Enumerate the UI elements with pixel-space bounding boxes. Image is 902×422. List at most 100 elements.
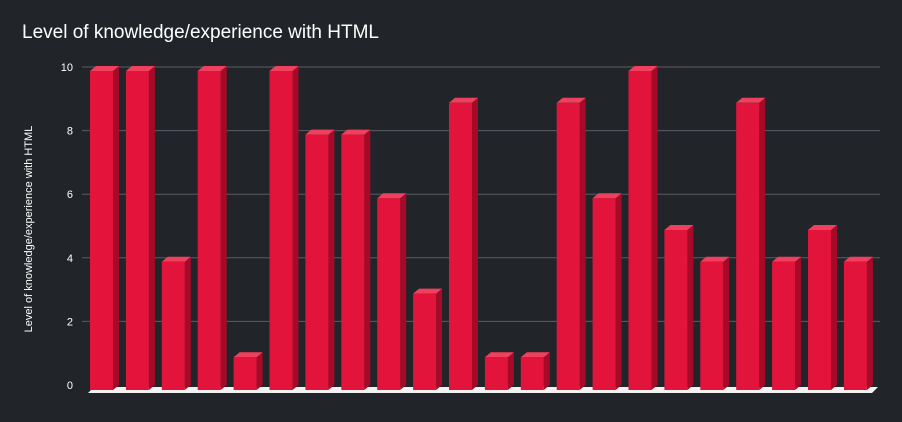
- bar-front: [269, 71, 293, 390]
- bar-side: [113, 66, 119, 390]
- bar-front: [161, 261, 185, 390]
- bar-top: [592, 193, 622, 199]
- bar-front: [305, 134, 329, 390]
- bar-front: [233, 357, 257, 390]
- bar-front: [736, 102, 760, 391]
- chart-title: Level of knowledge/experience with HTML: [22, 22, 379, 43]
- bar-front: [377, 198, 401, 390]
- bar-front: [90, 71, 113, 390]
- bar-side: [507, 352, 514, 390]
- bar: [233, 352, 263, 390]
- bar: [736, 97, 766, 391]
- bar-side: [184, 256, 191, 390]
- bar: [90, 66, 119, 390]
- bar-front: [664, 230, 688, 390]
- bar-front: [197, 71, 221, 390]
- bar-side: [256, 352, 263, 390]
- bar-front: [484, 357, 508, 390]
- bar-side: [292, 66, 299, 390]
- bars-layer: [90, 66, 873, 391]
- bar-front: [341, 134, 365, 390]
- bar: [449, 97, 478, 391]
- bar-side: [831, 225, 837, 390]
- bar-side: [364, 129, 371, 390]
- bar-front: [628, 71, 652, 390]
- bar: [377, 193, 407, 390]
- bar-top: [843, 256, 873, 262]
- bar-side: [328, 129, 335, 390]
- y-tick-label: 0: [67, 380, 73, 392]
- bar: [628, 66, 658, 390]
- y-tick-label: 2: [67, 316, 73, 328]
- bar-top: [125, 66, 155, 71]
- bar-side: [543, 352, 550, 390]
- bar-top: [197, 66, 227, 71]
- bar-top: [520, 352, 550, 358]
- bar-side: [436, 288, 443, 390]
- y-axis-title: Level of knowledge/experience with HTML: [23, 126, 35, 333]
- bar-side: [615, 193, 622, 390]
- bar-top: [484, 352, 514, 358]
- bar-side: [472, 97, 478, 391]
- bar: [556, 97, 586, 391]
- bar-front: [449, 102, 472, 391]
- bar: [125, 66, 155, 390]
- bar: [197, 66, 227, 390]
- bar-side: [866, 256, 873, 390]
- bar: [269, 66, 299, 390]
- bar-side: [220, 66, 227, 390]
- bar: [843, 256, 873, 390]
- bar-top: [808, 225, 837, 230]
- bar: [305, 129, 335, 390]
- bar: [520, 352, 550, 390]
- y-tick-labels: 0 2 4 6 8 10: [61, 62, 73, 392]
- bar-front: [413, 293, 437, 390]
- bar-front: [556, 102, 580, 391]
- y-tick-label: 6: [67, 189, 73, 201]
- bar-front: [520, 357, 544, 390]
- bar-side: [148, 66, 155, 390]
- bar: [592, 193, 622, 390]
- bar-top: [449, 97, 478, 103]
- bar-side: [759, 97, 766, 391]
- bar-front: [592, 198, 616, 390]
- bar-side: [687, 225, 694, 390]
- bar-top: [269, 66, 299, 71]
- bar: [700, 256, 730, 390]
- bar-front: [125, 71, 149, 390]
- bar-top: [772, 256, 802, 262]
- bar-front: [843, 261, 867, 390]
- bar-top: [233, 352, 263, 358]
- bar-side: [400, 193, 407, 390]
- bar-top: [736, 97, 766, 103]
- bar-top: [90, 66, 119, 71]
- bar-side: [795, 256, 802, 390]
- bar: [808, 225, 837, 390]
- bar-front: [772, 261, 796, 390]
- y-tick-label: 8: [67, 126, 73, 138]
- y-tick-label: 4: [67, 253, 73, 265]
- bar-top: [628, 66, 658, 71]
- bar: [772, 256, 802, 390]
- bar-side: [579, 97, 586, 391]
- bar: [161, 256, 191, 390]
- bar: [664, 225, 694, 390]
- bar-side: [723, 256, 730, 390]
- bar-top: [413, 288, 443, 294]
- bar-top: [305, 129, 335, 135]
- bar-top: [341, 129, 371, 135]
- bar-top: [161, 256, 191, 262]
- bar-front: [700, 261, 724, 390]
- bar: [484, 352, 514, 390]
- bar: [341, 129, 371, 390]
- y-tick-label: 10: [61, 62, 73, 74]
- bar-side: [651, 66, 658, 390]
- bar-top: [700, 256, 730, 262]
- bar-top: [556, 97, 586, 103]
- bar: [413, 288, 443, 390]
- bar-top: [377, 193, 407, 199]
- bar-top: [664, 225, 694, 230]
- bar-front: [808, 230, 831, 390]
